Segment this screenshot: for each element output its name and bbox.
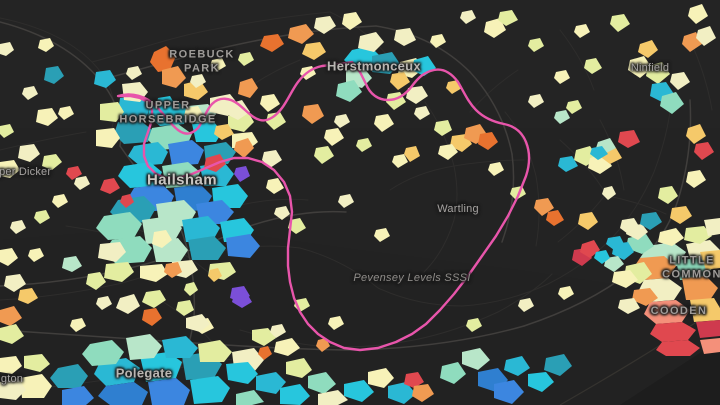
pevensey-levels-boundary-line[interactable] [116,60,531,352]
landuse-polygons-coast [594,206,720,356]
sea-area [620,340,720,405]
landuse-polygons-hailsham [0,46,260,344]
landuse-polygons-herstmonceux [156,4,716,308]
landuse-polygons-polegate [0,314,572,405]
